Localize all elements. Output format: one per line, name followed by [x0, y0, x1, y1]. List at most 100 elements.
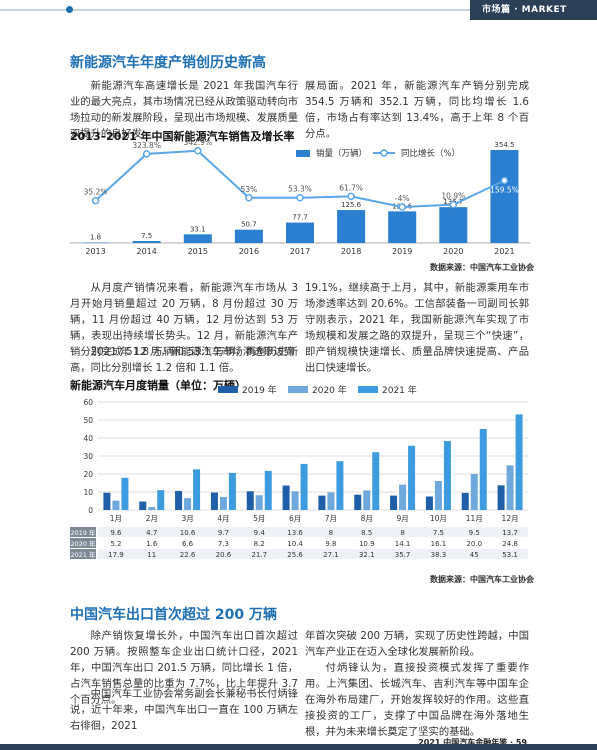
header-rule: [0, 9, 470, 11]
growth-point: [449, 200, 458, 209]
intro-right-paragraph: 展局面。2021 年，新能源汽车产销分别完成 354.5 万辆和 352.1 万…: [305, 80, 529, 140]
monthly-y-tick-label: 40: [83, 434, 93, 443]
growth-value-label: -4%: [395, 194, 410, 203]
monthly-left-paragraph: 从月度产销情况来看，新能源汽车市场从 3 月开始月销量超过 20 万辆，8 月份…: [70, 282, 298, 374]
growth-point: [245, 194, 253, 202]
table-row-header: [70, 549, 96, 559]
growth-point: [194, 147, 202, 155]
export-left-paragraph-2: 中国汽车工业协会常务副会长兼秘书长付炳锋说，近十年来，中国汽车出口一直在 100…: [70, 688, 298, 732]
annual-bar-value-label: 33.1: [190, 225, 206, 233]
export-left-paragraph: 除产销恢复增长外，中国汽车出口首次超过 200 万辆。按照整车企业出口统计口径，…: [70, 630, 298, 706]
growth-value-label: 342.9%: [183, 140, 212, 147]
monthly-bar: [506, 465, 514, 510]
table-cell: 13.7: [502, 529, 518, 537]
bar-legend-label: 销量（万辆）: [316, 149, 368, 159]
table-cell: 14.1: [395, 540, 411, 548]
monthly-bar: [497, 485, 505, 510]
monthly-y-tick-label: 60: [83, 398, 93, 407]
monthly-chart-title: 新能源汽车月度销量（单位：万辆）: [70, 379, 246, 392]
annual-year-tick-label: 2021: [494, 247, 514, 256]
section-title-nev: 新能源汽车年度产销创历史新高: [70, 55, 266, 71]
monthly-legend-swatch: [218, 386, 238, 393]
monthly-bar: [327, 492, 335, 510]
monthly-bar: [515, 414, 523, 510]
monthly-bar: [103, 492, 111, 510]
line-legend-icon: [373, 149, 396, 157]
growth-value-label: 10.9%: [441, 192, 465, 201]
monthly-left-paragraph-2: 2021 年 12 月，新能源汽车市场渗透率达到: [90, 346, 295, 358]
annual-bar: [132, 241, 161, 243]
monthly-bar: [148, 507, 156, 510]
table-cell: 9.8: [325, 540, 336, 548]
table-cell: 11: [147, 551, 156, 559]
table-cell: 10.6: [180, 529, 196, 537]
monthly-sales-chart: 2019 年 2020 年 2021 年 0 10 20 30 40 50 60 1月 2月 3月 4月 5…: [70, 384, 528, 559]
monthly-bar: [408, 445, 416, 510]
monthly-y-tick-label: 50: [83, 416, 93, 425]
table-cell: 32.1: [359, 551, 375, 559]
export-right-paragraph-2: 付炳锋认为，直接投资模式发挥了重要作用。上汽集团、长城汽车、吉利汽车等中国车企在…: [305, 662, 529, 738]
monthly-bar: [139, 501, 147, 510]
monthly-y-tick-label: 20: [83, 470, 93, 479]
growth-point: [500, 176, 509, 185]
bar-legend-swatch: [296, 149, 310, 157]
monthly-bar: [300, 463, 308, 510]
growth-value-label: 53%: [241, 185, 258, 194]
monthly-bar: [184, 498, 192, 510]
monthly-legend-swatch: [288, 386, 308, 393]
annual-year-tick-label: 2020: [443, 247, 463, 256]
monthly-y-tick-label: 0: [88, 506, 93, 515]
monthly-bar: [291, 491, 299, 510]
table-row: [98, 549, 528, 559]
monthly-chart-source: 数据来源：中国汽车工业协会: [430, 575, 534, 584]
table-cell: 13.6: [287, 529, 303, 537]
table-cell: 7.3: [218, 540, 229, 548]
monthly-bar: [112, 500, 120, 510]
table-cell: 4.7: [146, 529, 157, 537]
growth-point: [142, 150, 151, 158]
monthly-bar: [461, 492, 469, 510]
table-row: [98, 538, 528, 548]
monthly-legend-label: 2019 年: [242, 384, 277, 396]
footer-bar: [0, 744, 597, 750]
monthly-bar: [354, 494, 362, 510]
growth-point: [398, 203, 406, 211]
monthly-y-tick-label: 10: [83, 488, 93, 497]
table-cell: 21.7: [251, 551, 267, 559]
table-cell: 25.6: [287, 551, 303, 559]
annual-bar: [183, 234, 212, 243]
table-cell: 8: [400, 529, 404, 537]
table-cell: 17.9: [108, 551, 124, 559]
table-cell: 24.8: [502, 540, 518, 548]
annual-bar-value-label: 77.7: [292, 214, 308, 222]
monthly-bar: [336, 461, 344, 510]
annual-chart-source: 数据来源：中国汽车工业协会: [430, 263, 534, 272]
annual-chart-title: 2013–2021 年中国新能源汽车销售及增长率: [70, 130, 295, 143]
monthly-bar: [282, 485, 290, 510]
monthly-x-tick-label: 8月: [361, 514, 373, 523]
growth-point: [91, 196, 100, 205]
growth-value-label: 159.5%: [490, 186, 519, 195]
table-cell: 8.2: [254, 540, 265, 548]
growth-value-label: 53.3%: [288, 185, 312, 194]
monthly-bar: [264, 470, 272, 510]
table-row-header-label: 2019 年: [70, 528, 96, 537]
annual-bar-value-label: 125.6: [341, 201, 362, 209]
monthly-x-tick-label: 6月: [289, 514, 301, 523]
monthly-bar: [399, 484, 407, 510]
monthly-x-tick-label: 11月: [466, 514, 483, 523]
monthly-x-tick-label: 1月: [110, 514, 122, 523]
table-cell: 22.6: [180, 551, 196, 559]
monthly-x-tick-label: 9月: [396, 514, 408, 523]
monthly-right-paragraph: 19.1%，继续高于上月，其中，新能源乘用车市场渗透率达到 20.6%。工信部装…: [305, 282, 529, 374]
monthly-legend-swatch: [358, 386, 378, 393]
table-cell: 27.1: [323, 551, 339, 559]
annual-sales-chart: 1.8 2013 7.5 2014 33.1 2015 50.7 2016 77.7 2017 12…: [70, 140, 530, 256]
monthly-bar: [121, 477, 129, 510]
annual-year-tick-label: 2016: [239, 247, 259, 256]
annual-bar: [388, 211, 417, 243]
annual-year-tick-label: 2017: [290, 247, 310, 256]
growth-value-label: 61.7%: [339, 183, 363, 192]
table-cell: 9.4: [254, 529, 266, 537]
monthly-legend-label: 2021 年: [382, 384, 417, 396]
